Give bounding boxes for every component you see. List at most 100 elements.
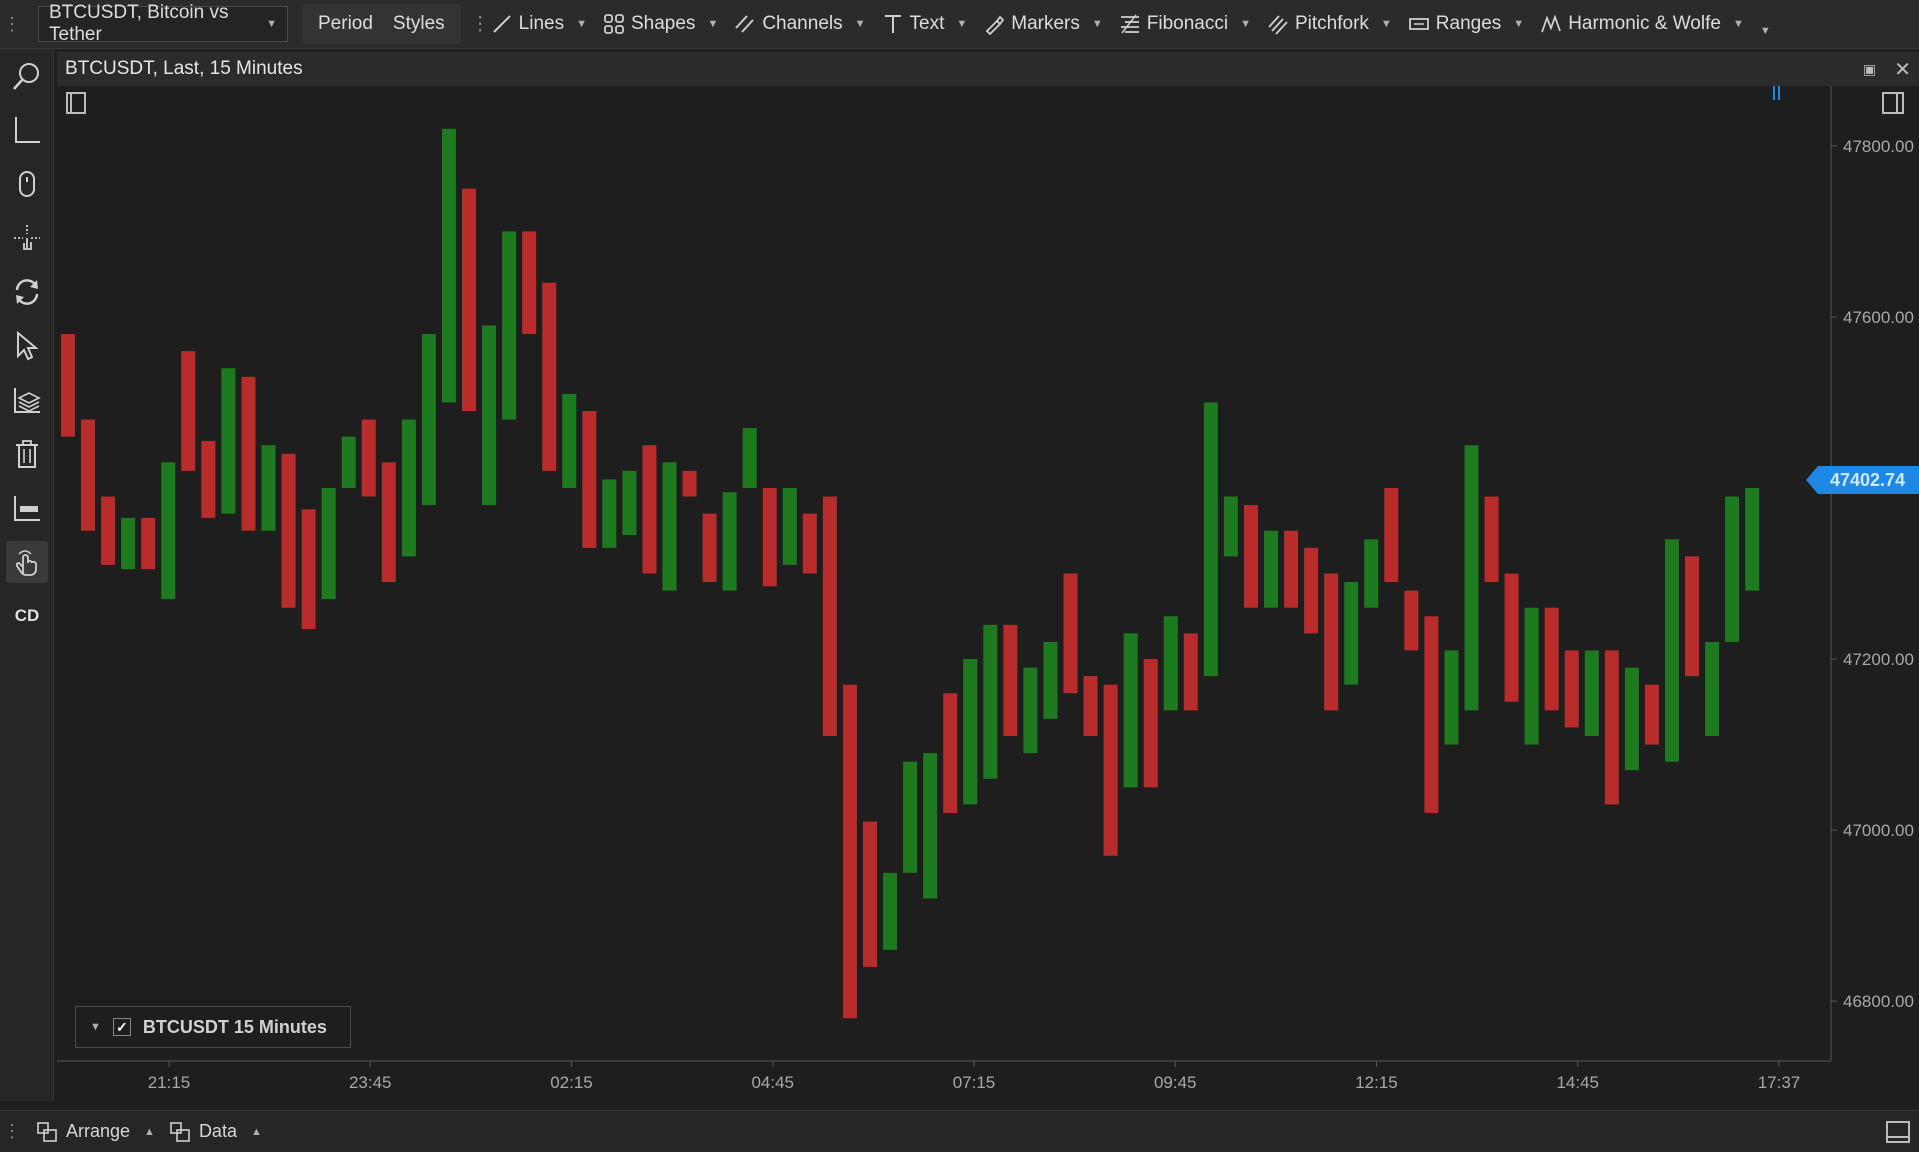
candle[interactable]: [1344, 582, 1359, 685]
candle[interactable]: [1284, 530, 1299, 608]
candle[interactable]: [1665, 539, 1679, 762]
candle[interactable]: [943, 693, 958, 813]
series-legend[interactable]: ▼ ✓ BTCUSDT 15 Minutes: [75, 1006, 351, 1048]
cursor-tool-button[interactable]: [6, 325, 48, 367]
candle[interactable]: [241, 376, 256, 531]
candle[interactable]: [1023, 667, 1038, 754]
candle[interactable]: [421, 334, 436, 506]
candle[interactable]: [562, 393, 577, 488]
candle[interactable]: [1243, 505, 1258, 608]
candle[interactable]: [341, 436, 356, 488]
candle[interactable]: [482, 325, 497, 506]
candle[interactable]: [1324, 573, 1339, 711]
candle[interactable]: [1183, 633, 1198, 711]
candle[interactable]: [802, 513, 817, 574]
arrange-button[interactable]: Arrange ▲: [36, 1121, 155, 1143]
candle[interactable]: [542, 282, 557, 471]
candle[interactable]: [1584, 650, 1599, 736]
bottombar-grip-icon[interactable]: ⋮: [3, 1121, 21, 1141]
candle[interactable]: [81, 419, 96, 531]
candle[interactable]: [883, 872, 898, 950]
candlestick-chart[interactable]: 47800.00 47600.00 47200.00 47000.00 46800.00…: [57, 86, 1919, 1101]
candle[interactable]: [1404, 590, 1419, 651]
candle[interactable]: [842, 684, 857, 1019]
candle[interactable]: [261, 445, 276, 531]
candle[interactable]: [1264, 530, 1278, 608]
ruler-tool-button[interactable]: [6, 487, 48, 529]
shapes-tool-button[interactable]: Shapes ▼: [595, 4, 726, 44]
candle[interactable]: [1063, 573, 1078, 694]
data-button[interactable]: Data ▲: [169, 1121, 262, 1143]
candle[interactable]: [622, 470, 637, 536]
bottom-panel-toggle-icon[interactable]: [1885, 1119, 1911, 1145]
candle[interactable]: [301, 509, 316, 630]
maximize-icon[interactable]: ▣: [1863, 60, 1877, 77]
candle[interactable]: [1163, 616, 1178, 711]
candle[interactable]: [61, 334, 75, 437]
text-tool-button[interactable]: Text ▼: [874, 4, 976, 44]
candle[interactable]: [181, 351, 196, 471]
candle[interactable]: [1203, 402, 1218, 677]
candle[interactable]: [1484, 496, 1499, 583]
pitchfork-tool-button[interactable]: Pitchfork ▼: [1259, 4, 1400, 44]
ranges-tool-button[interactable]: Ranges ▼: [1400, 4, 1532, 44]
chart-area[interactable]: 47800.00 47600.00 47200.00 47000.00 46800.00…: [57, 86, 1919, 1101]
candle[interactable]: [923, 753, 938, 899]
candle[interactable]: [642, 445, 657, 574]
candle[interactable]: [1685, 556, 1700, 677]
candle[interactable]: [983, 624, 998, 779]
fibonacci-tool-button[interactable]: Fibonacci ▼: [1111, 4, 1259, 44]
candle[interactable]: [141, 517, 156, 570]
candle[interactable]: [1364, 539, 1379, 608]
candle[interactable]: [1384, 487, 1399, 583]
candle[interactable]: [1464, 445, 1479, 711]
harmonic-tool-button[interactable]: Harmonic & Wolfe ▼: [1532, 4, 1752, 44]
candle[interactable]: [1725, 496, 1740, 642]
markers-tool-button[interactable]: Markers ▼: [975, 4, 1111, 44]
candle[interactable]: [1424, 616, 1439, 813]
styles-button[interactable]: Styles: [392, 13, 445, 34]
right-panel-toggle-icon[interactable]: [1882, 92, 1904, 114]
candle[interactable]: [121, 517, 136, 570]
delete-tool-button[interactable]: [6, 433, 48, 475]
candle[interactable]: [1604, 650, 1619, 805]
candle[interactable]: [582, 411, 597, 548]
candle[interactable]: [1444, 650, 1459, 745]
candle[interactable]: [1003, 624, 1018, 736]
candle[interactable]: [1644, 684, 1659, 745]
candle[interactable]: [1304, 547, 1319, 634]
candle[interactable]: [522, 231, 537, 335]
period-button[interactable]: Period: [318, 13, 373, 34]
candle[interactable]: [161, 462, 176, 600]
candle[interactable]: [1223, 496, 1238, 557]
zoom-tool-button[interactable]: [6, 55, 48, 97]
candle[interactable]: [502, 231, 517, 420]
refresh-tool-button[interactable]: [6, 271, 48, 313]
candle[interactable]: [863, 821, 877, 967]
left-panel-toggle-icon[interactable]: [66, 92, 86, 114]
candle[interactable]: [1143, 659, 1158, 788]
candle[interactable]: [702, 513, 717, 583]
toolbar-overflow-icon[interactable]: ▼: [1759, 25, 1771, 37]
candle[interactable]: [221, 368, 236, 514]
candle[interactable]: [1745, 487, 1760, 591]
channels-tool-button[interactable]: Channels ▼: [726, 4, 873, 44]
candle[interactable]: [1564, 650, 1579, 728]
cd-tool-button[interactable]: CD: [6, 595, 48, 637]
candle[interactable]: [822, 496, 837, 736]
candle[interactable]: [101, 496, 116, 565]
candle[interactable]: [1624, 667, 1639, 771]
chevron-down-icon[interactable]: ▼: [90, 1021, 101, 1033]
candle[interactable]: [682, 470, 697, 497]
layers-tool-button[interactable]: [6, 379, 48, 421]
candle[interactable]: [1123, 633, 1138, 788]
candle[interactable]: [1544, 607, 1559, 711]
candle[interactable]: [401, 419, 416, 557]
candle[interactable]: [321, 487, 336, 600]
candle[interactable]: [441, 128, 456, 403]
price-axis[interactable]: 47800.00 47600.00 47200.00 47000.00 46800.00: [1830, 86, 1914, 1061]
candle[interactable]: [281, 453, 296, 608]
candle[interactable]: [1504, 573, 1519, 702]
candle[interactable]: [201, 440, 216, 518]
candle[interactable]: [742, 428, 757, 488]
